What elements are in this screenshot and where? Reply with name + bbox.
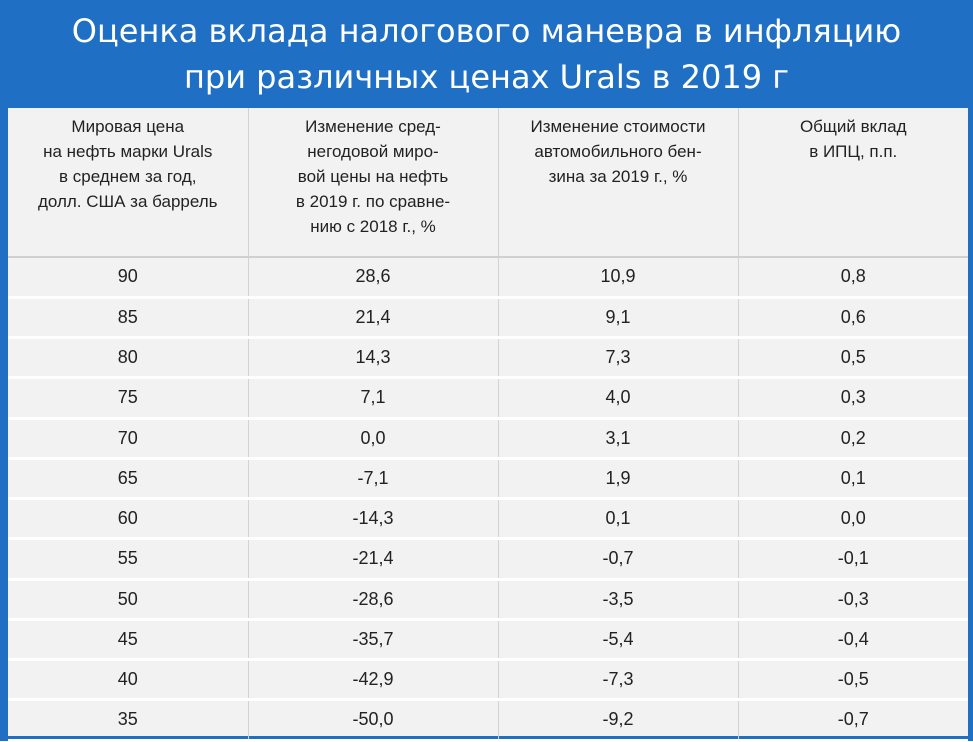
header-line: долл. США за баррель [37, 192, 218, 211]
header-line: Изменение сред- [305, 117, 441, 136]
table-cell: 60 [8, 498, 249, 541]
table-cell: 0,0 [738, 498, 968, 541]
table-cell: 7,1 [248, 377, 499, 420]
header-line: автомобильного бен- [534, 142, 702, 161]
table-row: 85 21,4 9,1 0,6 [8, 297, 968, 340]
table-cell: 40 [8, 659, 249, 702]
table-cell: -21,4 [248, 538, 499, 581]
header-line: в 2019 г. по сравне- [295, 192, 451, 211]
table-row: 35 -50,0 -9,2 -0,7 [8, 699, 968, 742]
header-cpi-contribution: Общий вклад в ИПЦ, п.п. [738, 108, 968, 258]
header-line: негодовой миро- [307, 142, 439, 161]
header-line: Общий вклад [799, 117, 907, 136]
header-line: Мировая цена [71, 117, 185, 136]
slide-title-line-2: при различных ценах Urals в 2019 г [183, 58, 790, 96]
table-row: 55 -21,4 -0,7 -0,1 [8, 538, 968, 581]
title-banner: Оценка вклада налогового маневра в инфля… [0, 0, 973, 108]
table-cell: -28,6 [248, 579, 499, 621]
table-cell: 75 [8, 377, 249, 420]
table-row: 45 -35,7 -5,4 -0,4 [8, 619, 968, 662]
table-cell: -0,7 [498, 538, 739, 581]
table-cell: -9,2 [498, 699, 739, 742]
table-cell: 7,3 [498, 337, 739, 380]
table-cell: -7,3 [498, 659, 739, 702]
header-line: нию с 2018 г., % [310, 217, 436, 236]
table-row: 60 -14,3 0,1 0,0 [8, 498, 968, 541]
data-table-container: Мировая цена на нефть марки Urals в сред… [8, 108, 968, 742]
header-line: на нефть марки Urals [43, 142, 213, 161]
table-cell: -42,9 [248, 659, 499, 702]
header-gasoline-change: Изменение стоимости автомобильного бен- … [498, 108, 739, 258]
table-cell: 0,1 [738, 458, 968, 501]
table-cell: 1,9 [498, 458, 739, 501]
table-cell: -7,1 [248, 458, 499, 501]
table-cell: 70 [8, 418, 249, 460]
data-table: Мировая цена на нефть марки Urals в сред… [8, 108, 968, 742]
table-cell: -50,0 [248, 699, 499, 742]
header-oil-price-change: Изменение сред- негодовой миро- вой цены… [248, 108, 499, 258]
table-cell: 14,3 [248, 337, 499, 380]
header-price: Мировая цена на нефть марки Urals в сред… [8, 108, 249, 258]
table-cell: 50 [8, 579, 249, 621]
header-line: в среднем за год, [59, 167, 197, 186]
table-row: 90 28,6 10,9 0,8 [8, 257, 968, 299]
table-cell: -35,7 [248, 619, 499, 662]
table-cell: 65 [8, 458, 249, 501]
header-line: Изменение стоимости [530, 117, 706, 136]
table-cell: 0,8 [738, 257, 968, 299]
table-cell: 9,1 [498, 297, 739, 340]
table-cell: -0,3 [738, 579, 968, 621]
slide-title-line-1: Оценка вклада налогового маневра в инфля… [71, 12, 902, 50]
table-row: 70 0,0 3,1 0,2 [8, 418, 968, 460]
table-row: 40 -42,9 -7,3 -0,5 [8, 659, 968, 702]
header-line: зина за 2019 г., % [548, 167, 688, 186]
table-cell: 21,4 [248, 297, 499, 340]
header-line: в ИПЦ, п.п. [809, 142, 898, 161]
table-row: 50 -28,6 -3,5 -0,3 [8, 579, 968, 621]
table-cell: -0,4 [738, 619, 968, 662]
table-cell: -5,4 [498, 619, 739, 662]
table-cell: 3,1 [498, 418, 739, 460]
table-cell: -0,1 [738, 538, 968, 581]
table-cell: -0,7 [738, 699, 968, 742]
table-cell: 0,5 [738, 337, 968, 380]
table-cell: 0,2 [738, 418, 968, 460]
table-cell: -14,3 [248, 498, 499, 541]
table-row: 65 -7,1 1,9 0,1 [8, 458, 968, 501]
table-cell: 55 [8, 538, 249, 581]
table-row: 80 14,3 7,3 0,5 [8, 337, 968, 380]
table-cell: 0,6 [738, 297, 968, 340]
table-cell: 0,1 [498, 498, 739, 541]
table-header-row: Мировая цена на нефть марки Urals в сред… [8, 108, 968, 258]
table-cell: 28,6 [248, 257, 499, 299]
table-cell: 10,9 [498, 257, 739, 299]
table-cell: 80 [8, 337, 249, 380]
table-cell: 0,0 [248, 418, 499, 460]
table-cell: 45 [8, 619, 249, 662]
table-cell: -0,5 [738, 659, 968, 702]
table-cell: 35 [8, 699, 249, 742]
table-cell: -3,5 [498, 579, 739, 621]
table-cell: 4,0 [498, 377, 739, 420]
table-cell: 85 [8, 297, 249, 340]
table-body: 90 28,6 10,9 0,8 85 21,4 9,1 0,6 80 14,3 7,3 0,5 75 7… [8, 257, 968, 742]
table-cell: 0,3 [738, 377, 968, 420]
table-cell: 90 [8, 257, 249, 299]
header-line: вой цены на нефть [297, 167, 449, 186]
table-row: 75 7,1 4,0 0,3 [8, 377, 968, 420]
